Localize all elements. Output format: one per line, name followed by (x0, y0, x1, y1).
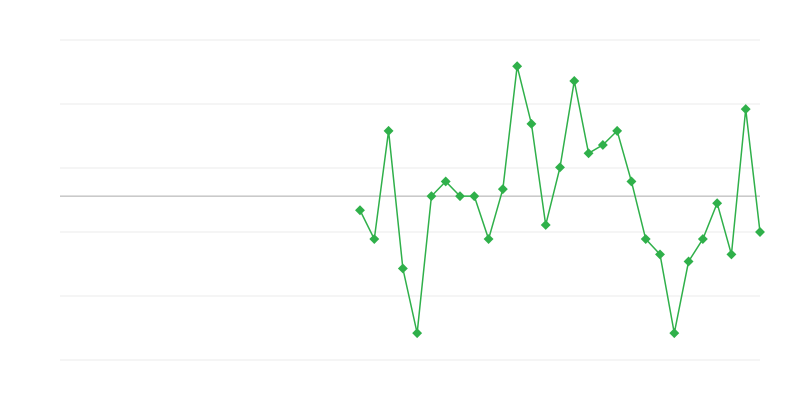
data-point (612, 125, 623, 136)
data-point (383, 125, 394, 136)
series-line-group (355, 61, 765, 339)
data-point (683, 256, 694, 267)
data-point (526, 118, 537, 129)
data-point (712, 198, 723, 209)
data-point (369, 234, 380, 244)
data-point (455, 191, 465, 202)
gridlines (60, 39, 760, 361)
data-point (440, 176, 451, 187)
data-point (540, 220, 551, 230)
data-point (740, 104, 751, 115)
data-point (640, 234, 651, 244)
series-line (359, 66, 761, 334)
data-point (355, 205, 365, 216)
data-point (583, 148, 594, 159)
data-point (397, 263, 408, 274)
data-point (512, 61, 523, 72)
data-point (569, 76, 580, 86)
data-point (497, 184, 508, 195)
data-point (426, 191, 437, 202)
data-point (483, 234, 494, 244)
data-point (412, 328, 423, 339)
data-point (555, 162, 565, 173)
data-point (697, 234, 708, 244)
data-point (626, 176, 637, 187)
data-point (669, 328, 680, 339)
data-point (755, 227, 765, 237)
data-point (469, 191, 480, 202)
data-point (655, 249, 665, 260)
data-point (726, 249, 737, 260)
data-point (597, 140, 608, 150)
